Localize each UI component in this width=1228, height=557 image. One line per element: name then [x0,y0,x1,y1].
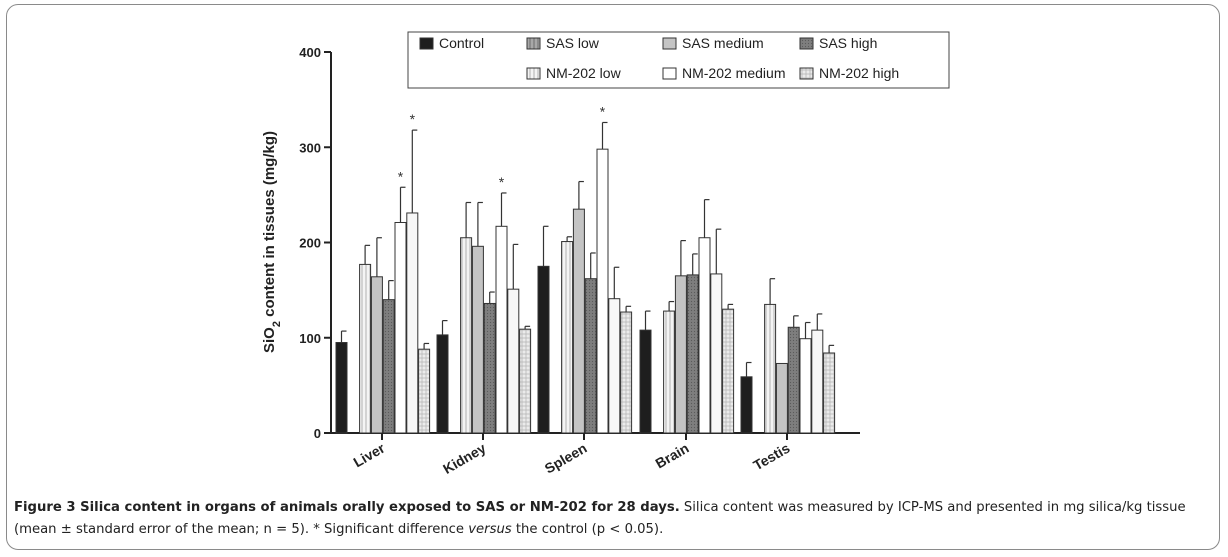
bar [418,348,431,434]
bar [698,237,711,434]
bar [495,225,508,434]
legend: Control SAS low SAS medium SAS high NM-202 l… [407,31,950,89]
bar [572,208,585,434]
legend-swatch [419,37,434,50]
bar [335,342,348,434]
bar [436,334,449,434]
bar [537,265,550,434]
y-ticks: 0 100 200 300 400 [299,45,331,441]
bar [561,241,574,434]
bar [460,237,473,434]
bar [507,288,520,434]
legend-label: SAS medium [682,35,764,51]
bar [639,329,652,434]
y-tick-label: 400 [299,45,321,60]
legend-swatch [526,37,541,50]
significance-marker: * [398,168,404,184]
bar [764,303,777,434]
legend-swatch [799,67,814,80]
y-tick-label: 300 [299,140,321,155]
bar [823,352,836,434]
significance-marker: * [600,103,606,119]
significance-marker: * [499,174,505,190]
caption-body-2: the control (p < 0.05). [511,522,664,537]
bar [608,298,621,434]
legend-label: Control [439,35,484,51]
figure-frame [6,4,1220,550]
legend-label: NM-202 medium [682,65,785,81]
bar [394,221,407,434]
bar [740,376,753,434]
caption-versus: versus [468,522,512,537]
y-axis-label: SiO2 content in tissues (mg/kg) [261,131,283,353]
y-tick-label: 0 [314,426,321,441]
bar-chart: SiO2 content in tissues (mg/kg) 0 100 200 3… [261,31,950,477]
caption-lead: Figure 3 Silica content in organs of ani… [14,500,680,515]
legend-swatch [662,67,677,80]
x-ticks: Liver Kidney Spleen Brain Testis [351,433,793,477]
y-tick-label: 200 [299,236,321,251]
bar [674,275,687,434]
significance-marker: * [410,111,416,127]
legend-label: NM-202 high [819,65,899,81]
x-tick-label: Testis [750,440,792,474]
bar [483,302,496,434]
x-tick-label: Brain [652,440,691,472]
x-tick-label: Kidney [440,440,489,477]
x-tick-label: Spleen [542,440,590,477]
bar [686,274,699,434]
bar [584,278,597,434]
legend-label: NM-202 low [546,65,622,81]
caption-body-1: Silica content was measured by ICP-MS an… [14,500,1186,537]
bars: * * * * [335,103,836,434]
bar [787,326,800,434]
legend-swatch [799,37,814,50]
bar [663,310,676,434]
bar [359,263,372,434]
bar [722,308,735,434]
bar [811,329,824,434]
legend-swatch [526,67,541,80]
legend-label: SAS low [546,35,600,51]
x-tick-label: Liver [351,439,388,470]
bar [370,276,383,434]
legend-label: SAS high [819,35,877,51]
figure-caption: Figure 3 Silica content in organs of ani… [14,497,1214,541]
bar [620,311,633,434]
y-tick-label: 100 [299,331,321,346]
bar [382,299,395,434]
bar [799,338,812,434]
bar [596,148,609,434]
bar [519,328,532,434]
legend-box [407,31,950,89]
bar [775,362,788,434]
bar [406,212,419,434]
bar [710,273,723,434]
legend-swatch [662,37,677,50]
bar [471,245,484,434]
